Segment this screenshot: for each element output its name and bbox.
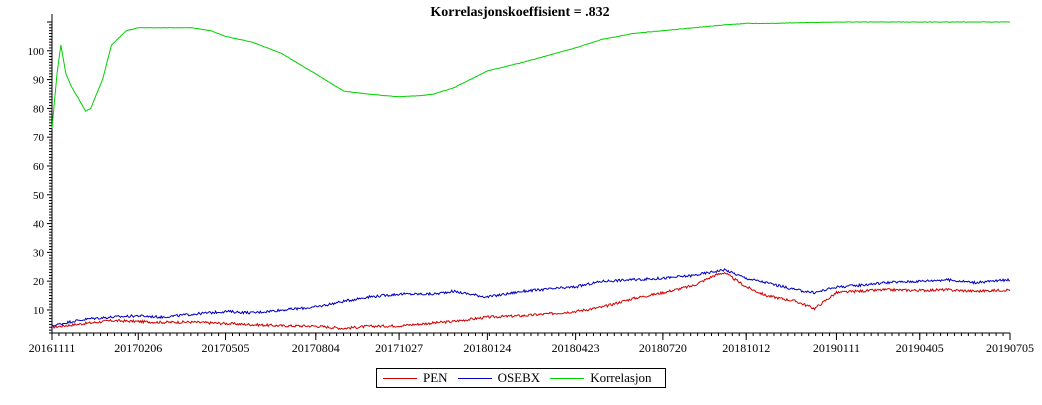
y-tick-label: 100 [28,46,45,58]
x-tick-label: 20170804 [292,341,340,355]
x-tick-label: 20170206 [114,341,162,355]
legend-item-korrelasjon: Korrelasjon [550,370,652,386]
series-lines [51,21,1011,331]
x-tick-label: 20190705 [986,341,1034,355]
series-line-osebx [51,268,1011,327]
y-tick-label: 30 [33,247,45,259]
legend-swatch-pen [383,377,417,379]
legend-item-pen: PEN [383,370,448,386]
chart-title: Korrelasjonskoeffisient = .832 [430,5,609,20]
legend-label-pen: PEN [423,370,448,385]
y-tick-label: 80 [33,103,45,115]
y-tick-label: 60 [33,161,45,173]
x-tick-label: 20181012 [722,341,770,355]
x-tick-label: 20180124 [463,341,511,355]
legend-label-korrelasjon: Korrelasjon [590,370,652,385]
x-tick-label: 20161111 [29,341,76,355]
y-tick-label: 10 [33,305,45,317]
axes: 10 20 30 40 50 60 70 80 90 100 20161111 20170206 201… [28,14,1034,355]
y-tick-label: 50 [33,190,45,202]
series-line-korrelasjon [51,21,1011,129]
legend-swatch-osebx [457,377,492,379]
x-tick-label: 20171027 [375,341,423,355]
legend-item-osebx: OSEBX [457,370,541,386]
x-tick-label: 20190405 [896,341,944,355]
y-tick-label: 70 [33,132,45,144]
x-tick-label: 20180423 [552,341,600,355]
x-tick-label: 20170505 [202,341,250,355]
x-tick-label: 20190111 [813,341,860,355]
legend-label-osebx: OSEBX [497,370,541,385]
y-tick-label: 90 [33,75,45,87]
series-line-pen [51,272,1011,331]
x-tick-label: 20180720 [639,341,687,355]
legend-swatch-korrelasjon [550,377,585,379]
legend: PEN OSEBX Korrelasjon [376,368,666,388]
y-tick-label: 20 [33,276,45,288]
y-tick-label: 40 [33,219,45,231]
